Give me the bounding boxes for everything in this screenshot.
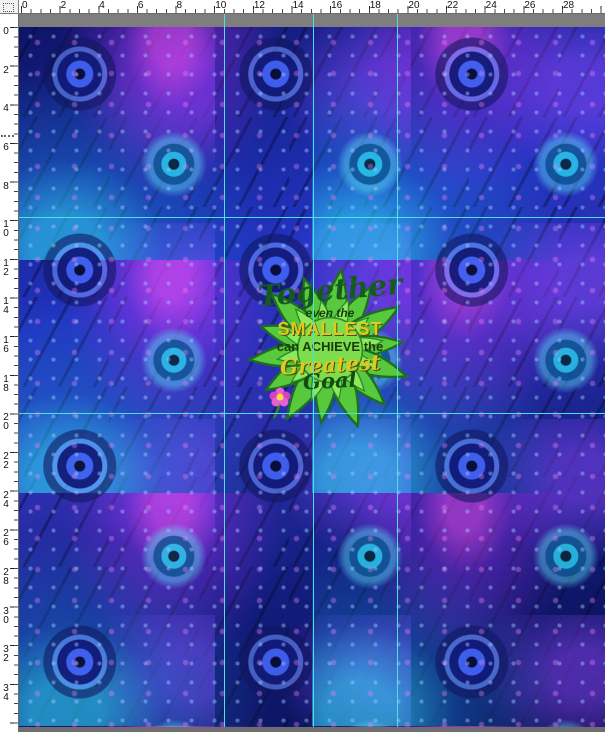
- vertical-ruler-label: 1 8: [3, 373, 9, 394]
- ruler-origin-icon: [3, 3, 14, 12]
- vertical-ruler-label: 1 0: [3, 219, 9, 240]
- quote-line-goal: Goal: [302, 366, 358, 395]
- horizontal-ruler-label: 28: [562, 0, 575, 11]
- vertical-ruler-label: 2 0: [3, 412, 9, 433]
- guide-line-vertical[interactable]: [224, 14, 225, 727]
- vertical-ruler-label: 3 2: [3, 644, 9, 665]
- vertical-ruler-label: 2 2: [3, 451, 9, 472]
- fabric-pattern-canvas[interactable]: Together even the SMALLEST can ACHIEVE t…: [19, 27, 605, 727]
- vertical-ruler-label: 2 8: [3, 566, 9, 587]
- vertical-ruler-label: 1 4: [3, 296, 9, 317]
- quote-line-can-achieve: can ACHIEVE the: [276, 339, 384, 354]
- guide-line-vertical[interactable]: [397, 14, 398, 727]
- vertical-ruler-label: 2 6: [3, 528, 9, 549]
- cursor-position-marker: [1, 135, 14, 137]
- horizontal-ruler-label: 2: [60, 0, 67, 11]
- vertical-ruler-label: 6: [3, 141, 9, 153]
- vertical-ruler[interactable]: 0 2 4 6 8 1 0 1 2 1 4 1 6 1 8 2 0 2 2 2 4 2 6 2 8 3 0 3 …: [0, 14, 19, 732]
- vertical-ruler-label: 3 0: [3, 605, 9, 626]
- horizontal-ruler-label: 20: [408, 0, 420, 11]
- guide-line-horizontal[interactable]: [19, 217, 605, 218]
- horizontal-ruler-label: 16: [331, 0, 343, 11]
- horizontal-ruler-label: 8: [176, 0, 183, 11]
- vertical-ruler-label: 2 4: [3, 489, 9, 510]
- fabric-bottom-margin: [19, 727, 605, 732]
- horizontal-ruler-label: 10: [215, 0, 227, 11]
- horizontal-ruler[interactable]: 0 2 4 6 8 10 12 14 16 18 20 22 24 26 28: [19, 0, 605, 14]
- vertical-ruler-label: 0: [3, 26, 9, 37]
- quote-text-block: Together even the SMALLEST can ACHIEVE t…: [245, 267, 415, 395]
- horizontal-ruler-label: 0: [22, 0, 28, 11]
- vertical-ruler-label: 2: [3, 64, 9, 76]
- guide-line-vertical[interactable]: [313, 14, 314, 727]
- horizontal-ruler-label: 26: [524, 0, 536, 11]
- horizontal-ruler-label: 24: [485, 0, 497, 11]
- vertical-ruler-label: 1 6: [3, 335, 9, 356]
- ruler-origin-box[interactable]: [0, 0, 19, 14]
- vertical-ruler-label: 1 2: [3, 257, 9, 278]
- quote-line-smallest: SMALLEST: [277, 319, 383, 339]
- flower-character-icon: [269, 387, 291, 419]
- fabric-top-margin: [19, 14, 605, 27]
- horizontal-ruler-label: 6: [137, 0, 144, 11]
- center-quote-graphic[interactable]: Together even the SMALLEST can ACHIEVE t…: [245, 246, 415, 454]
- quote-line-even-the: even the: [305, 306, 355, 320]
- horizontal-ruler-label: 14: [292, 0, 304, 11]
- vertical-ruler-label: 3 4: [3, 682, 9, 703]
- horizontal-ruler-label: 4: [99, 0, 105, 11]
- guide-line-horizontal[interactable]: [19, 413, 605, 414]
- horizontal-ruler-label: 22: [447, 0, 459, 11]
- vertical-ruler-label: 4: [3, 103, 9, 115]
- quote-line-together: Together: [256, 266, 404, 314]
- horizontal-ruler-label: 12: [253, 0, 265, 11]
- horizontal-ruler-label: 18: [369, 0, 381, 11]
- vertical-ruler-label: 8: [3, 180, 9, 192]
